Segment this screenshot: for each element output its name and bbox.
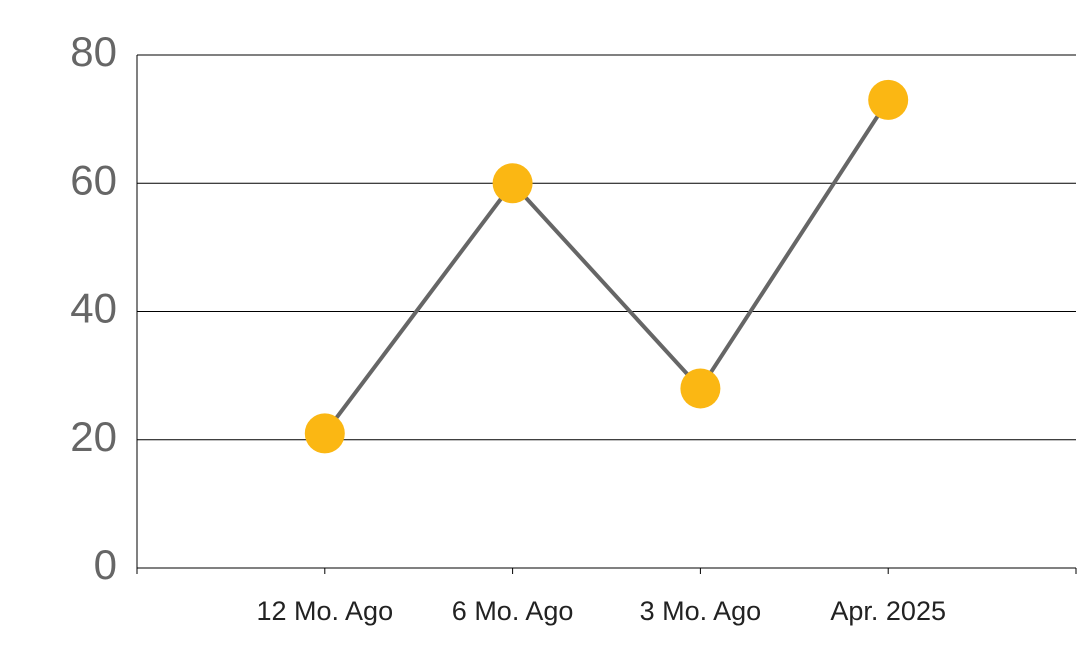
x-tick-label: 3 Mo. Ago [640, 596, 762, 626]
x-tick-label: Apr. 2025 [830, 596, 946, 626]
y-tick-label: 20 [70, 413, 117, 460]
x-tick-label: 6 Mo. Ago [452, 596, 574, 626]
point [680, 368, 721, 409]
y-tick-label: 60 [70, 156, 117, 203]
y-tick-label: 0 [94, 541, 117, 588]
point [868, 79, 909, 120]
point [304, 413, 345, 454]
series-line [323, 98, 890, 435]
x-tick-label: 12 Mo. Ago [256, 596, 393, 626]
y-tick-label: 80 [70, 28, 117, 75]
point [492, 163, 533, 204]
y-tick-label: 40 [70, 285, 117, 332]
